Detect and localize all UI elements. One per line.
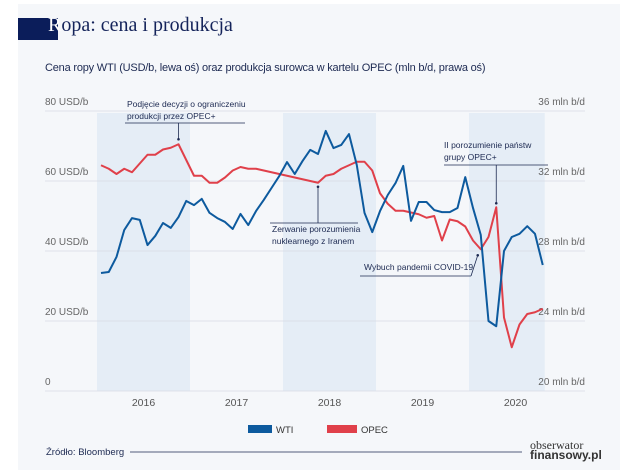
y-right-tick-label: 20 mln b/d <box>538 377 585 388</box>
chart-subtitle: Cena ropy WTI (USD/b, lewa oś) oraz prod… <box>45 62 486 74</box>
legend-swatch-opec <box>327 425 357 433</box>
source-note: Źródło: Bloomberg <box>46 447 125 458</box>
series-line-wti <box>100 129 544 328</box>
annotation-text: grupy OPEC+ <box>444 152 497 162</box>
x-tick-label: 2018 <box>318 397 342 409</box>
annotation-dot <box>316 185 320 189</box>
annotation-dot <box>494 201 498 205</box>
year-band-2018 <box>283 113 376 391</box>
annotation-text: Wybuch pandemii COVID-19 <box>364 262 473 272</box>
y-right-tick-label: 36 mln b/d <box>538 97 585 108</box>
x-tick-label: 2016 <box>132 397 156 409</box>
annotation-dot <box>177 137 180 141</box>
y-right-tick-label: 32 mln b/d <box>538 167 585 178</box>
annotation-line <box>470 255 479 277</box>
y-right-tick-label: 24 mln b/d <box>538 307 585 318</box>
title-accent-block <box>18 18 58 40</box>
annotation-text: produkcji przez OPEC+ <box>127 111 216 121</box>
annotation-text: Podjęcie decyzji o ograniczeniu <box>127 99 246 109</box>
legend-label: OPEC <box>361 425 388 436</box>
y-left-tick-label: 0 <box>45 377 51 388</box>
annotation-text: nuklearnego z Iranem <box>272 236 354 246</box>
y-right-tick-label: 28 mln b/d <box>538 237 585 248</box>
series-line-opec <box>100 143 544 349</box>
y-left-tick-label: 60 USD/b <box>45 167 89 178</box>
x-tick-label: 2019 <box>411 397 435 409</box>
annotation-dot <box>476 253 480 257</box>
x-tick-label: 2017 <box>225 397 249 409</box>
annotation-text: Zerwanie porozumienia <box>272 224 361 234</box>
chart-title: Ropa: cena i produkcja <box>48 14 233 36</box>
legend-swatch-wti <box>248 425 272 433</box>
year-band-2016 <box>97 113 190 391</box>
y-left-tick-label: 40 USD/b <box>45 237 89 248</box>
x-tick-label: 2020 <box>504 397 528 409</box>
y-left-tick-label: 20 USD/b <box>45 307 89 318</box>
legend-label: WTI <box>276 425 293 436</box>
annotation-text: II porozumienie państw <box>444 140 532 150</box>
y-left-tick-label: 80 USD/b <box>45 97 89 108</box>
publisher-logo: obserwator finansowy.pl <box>530 438 602 462</box>
